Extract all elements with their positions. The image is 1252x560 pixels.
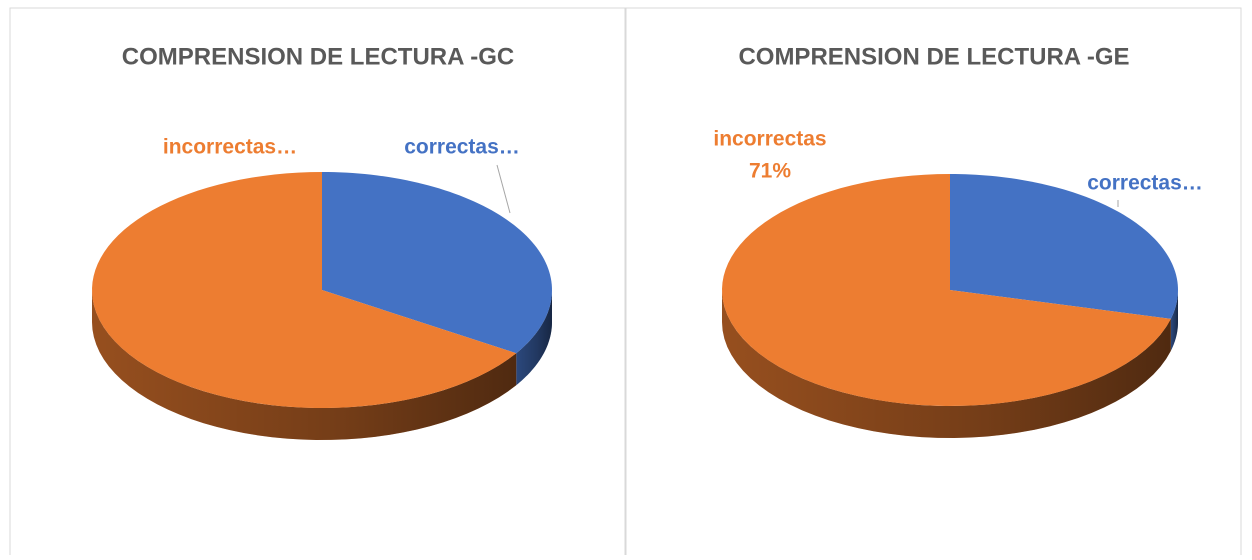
pie-slice — [722, 174, 1171, 406]
data-label: incorrectas… — [163, 136, 297, 159]
pie-side-shade — [516, 290, 552, 386]
pie-slice — [950, 174, 1178, 319]
pie-side-shade — [92, 290, 517, 440]
chart-border — [625, 7, 1242, 560]
data-label: correctas… — [404, 136, 520, 159]
pie-slice — [92, 172, 517, 408]
pie-side-shade — [722, 290, 1171, 438]
chart-title: COMPRENSION DE LECTURA -GE — [738, 43, 1129, 70]
data-label-value: 71% — [749, 160, 791, 183]
chart-title: COMPRENSION DE LECTURA -GC — [122, 43, 514, 70]
data-label: incorrectas — [713, 128, 826, 151]
data-label: correctas… — [1087, 172, 1203, 195]
chart-border — [9, 7, 626, 560]
leader-line — [496, 164, 511, 214]
pie-slice — [322, 172, 552, 354]
pie-side-shade — [1170, 290, 1178, 351]
